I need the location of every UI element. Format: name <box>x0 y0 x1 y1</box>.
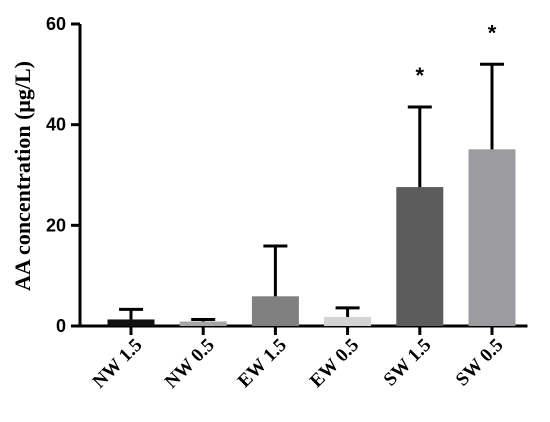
y-tick-label-0: 0 <box>56 316 66 336</box>
category-labels: NW 1.5 NW 0.5 EW 1.5 EW 0.5 SW 1.5 SW 0.5 <box>89 335 508 393</box>
category-label-ew-1-5: EW 1.5 <box>234 335 291 392</box>
y-axis-label: AA concentration (μg/L) <box>10 61 35 291</box>
significance-marker-sw-0-5: * <box>488 20 497 45</box>
bar-ew-0-5 <box>324 316 372 326</box>
category-label-nw-1-5: NW 1.5 <box>89 335 147 393</box>
bars <box>107 149 516 326</box>
category-label-sw-1-5: SW 1.5 <box>380 335 436 391</box>
y-axis-label-group: AA concentration (μg/L) <box>10 61 35 291</box>
category-label-nw-0-5: NW 0.5 <box>161 335 219 393</box>
bar-nw-0-5 <box>179 321 227 326</box>
bar-sw-0-5 <box>468 149 516 326</box>
error-bars <box>119 62 504 322</box>
bar-sw-1-5 <box>396 187 444 326</box>
category-label-sw-0-5: SW 0.5 <box>452 335 508 391</box>
y-tick-label-60: 60 <box>46 14 66 34</box>
category-label-ew-0-5: EW 0.5 <box>306 335 363 392</box>
bar-nw-1-5 <box>107 319 155 326</box>
annotations: ** <box>416 20 497 88</box>
bar-ew-1-5 <box>251 296 299 326</box>
axes: 0 20 40 60 <box>46 14 528 336</box>
y-tick-label-20: 20 <box>46 215 66 235</box>
significance-marker-sw-1-5: * <box>416 63 425 88</box>
y-tick-label-40: 40 <box>46 115 66 135</box>
